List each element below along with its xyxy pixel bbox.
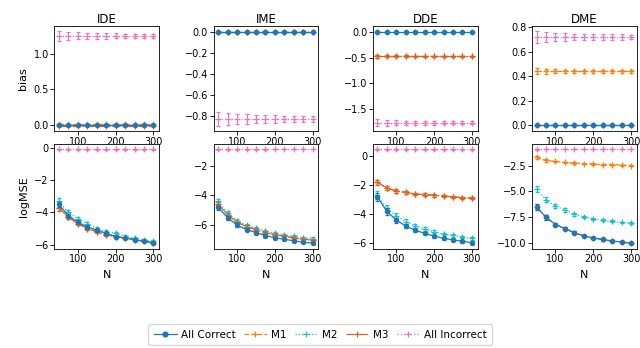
X-axis label: N: N [421,270,429,280]
X-axis label: N: N [262,270,270,280]
Title: DDE: DDE [412,13,438,26]
X-axis label: N: N [102,270,111,280]
Title: IME: IME [255,13,276,26]
Title: IDE: IDE [97,13,116,26]
Title: DME: DME [571,13,598,26]
Legend: All Correct, M1, M2, M3, All Incorrect: All Correct, M1, M2, M3, All Incorrect [148,324,492,345]
Y-axis label: logMSE: logMSE [19,176,29,217]
Y-axis label: bias: bias [18,67,28,90]
X-axis label: N: N [580,270,589,280]
